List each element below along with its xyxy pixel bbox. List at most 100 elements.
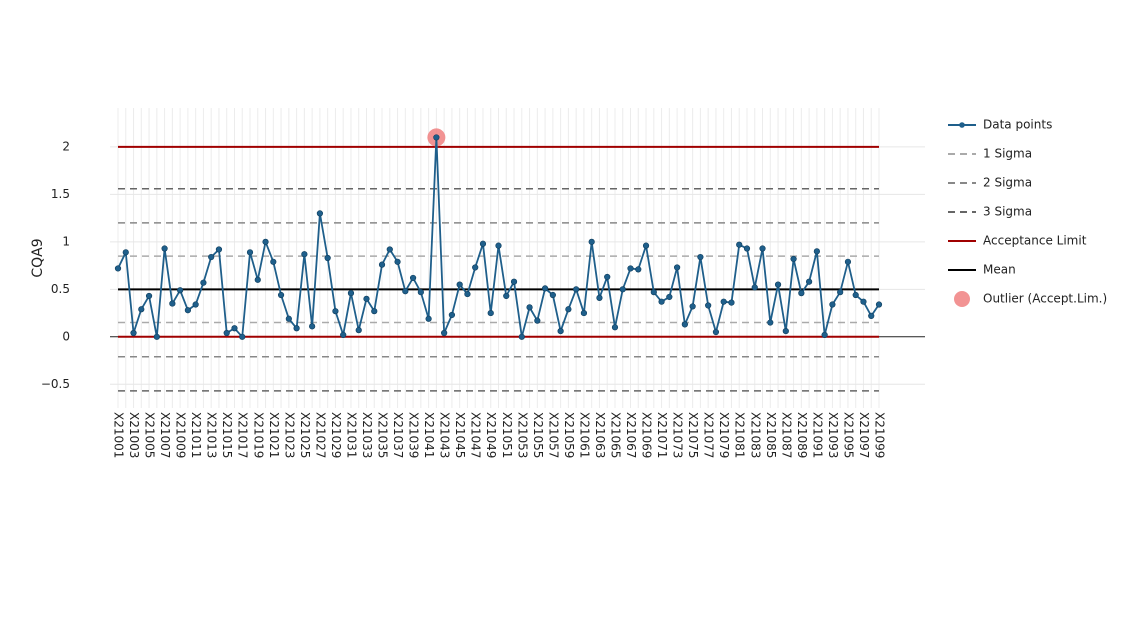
x-tick-label: X21093 <box>826 412 840 458</box>
data-point <box>611 324 619 331</box>
data-point <box>806 278 813 285</box>
data-point <box>580 309 588 317</box>
data-point <box>347 290 355 297</box>
data-point <box>448 311 456 319</box>
x-tick-label: X21029 <box>329 412 343 458</box>
x-tick-label: X21067 <box>624 412 638 458</box>
x-tick-label: X21065 <box>608 412 622 458</box>
data-point <box>860 298 867 305</box>
x-tick-label: X21053 <box>515 412 529 458</box>
legend-swatch <box>959 122 965 128</box>
data-point <box>355 327 362 334</box>
x-tick-label: X21061 <box>577 412 591 458</box>
data-point <box>239 333 246 340</box>
data-point <box>363 295 370 302</box>
x-tick-label: X21033 <box>360 412 374 458</box>
x-tick-label: X21063 <box>593 412 607 458</box>
x-tick-label: X21071 <box>655 412 669 458</box>
x-tick-label: X21007 <box>158 412 172 458</box>
x-tick-label: X21077 <box>702 412 716 458</box>
data-point <box>145 292 153 300</box>
y-tick-label: 2 <box>62 139 70 153</box>
data-point <box>541 285 549 292</box>
data-point <box>456 281 463 288</box>
x-tick-label: X21085 <box>764 412 778 458</box>
data-point <box>285 315 292 322</box>
x-tick-label: X21089 <box>795 412 809 458</box>
x-tick-label: X21055 <box>531 412 545 458</box>
data-point <box>277 291 285 299</box>
x-tick-label: X21041 <box>422 412 436 458</box>
data-point <box>262 238 269 245</box>
data-point <box>790 255 797 263</box>
data-point <box>712 328 720 336</box>
data-point <box>666 293 673 301</box>
data-point <box>417 289 424 296</box>
legend-label: Outlier (Accept.Lim.) <box>983 292 1107 306</box>
data-point <box>774 281 782 288</box>
x-tick-label: X21073 <box>671 412 685 458</box>
data-point <box>177 287 184 294</box>
legend-label: 2 Sigma <box>983 176 1032 190</box>
x-tick-label: X21005 <box>143 412 157 458</box>
legend-label: Mean <box>983 263 1016 277</box>
data-point <box>619 286 626 293</box>
y-tick-label: 0.5 <box>51 282 70 296</box>
data-point <box>658 298 665 305</box>
data-point <box>441 329 448 337</box>
data-point <box>394 258 401 265</box>
data-point <box>798 290 805 297</box>
data-point <box>153 333 160 340</box>
data-point <box>223 329 230 337</box>
data-point <box>829 301 836 308</box>
x-tick-label: X21091 <box>810 412 824 458</box>
x-tick-label: X21001 <box>112 412 126 458</box>
x-tick-label: X21059 <box>562 412 576 458</box>
data-point <box>565 306 572 313</box>
data-point <box>844 258 852 265</box>
legend-swatch <box>954 291 970 307</box>
x-tick-label: X21095 <box>841 412 855 458</box>
data-point <box>821 331 828 338</box>
data-point <box>759 245 766 252</box>
data-point <box>425 315 432 322</box>
x-tick-label: X21019 <box>251 412 265 458</box>
legend-label: Acceptance Limit <box>983 234 1087 248</box>
x-tick-label: X21025 <box>298 412 312 458</box>
y-tick-label: 0 <box>62 329 70 343</box>
legend-label: Data points <box>983 118 1052 132</box>
data-point <box>130 329 137 337</box>
data-point <box>215 246 223 253</box>
data-point <box>720 298 727 305</box>
x-tick-label: X21023 <box>282 412 296 458</box>
x-tick-label: X21099 <box>873 412 887 458</box>
data-point <box>650 289 657 296</box>
x-tick-label: X21013 <box>205 412 219 458</box>
data-point <box>736 241 743 248</box>
data-point <box>208 253 215 261</box>
x-tick-label: X21015 <box>220 412 234 458</box>
data-point <box>192 301 199 308</box>
data-point <box>627 265 634 272</box>
data-point <box>642 242 650 249</box>
data-point <box>697 253 704 261</box>
x-tick-label: X21021 <box>267 412 281 458</box>
data-point <box>875 301 883 308</box>
data-point <box>378 261 386 268</box>
data-point <box>503 292 510 300</box>
data-point <box>588 238 595 245</box>
x-tick-label: X21081 <box>733 412 747 458</box>
y-axis-label: CQA9 <box>30 238 46 277</box>
data-point <box>868 312 875 320</box>
data-point <box>301 251 308 258</box>
data-point <box>518 333 525 340</box>
data-point <box>813 248 820 255</box>
data-point <box>604 273 611 281</box>
data-point <box>681 321 688 328</box>
data-point <box>596 294 603 301</box>
data-point <box>184 307 191 314</box>
x-tick-label: X21039 <box>407 412 421 458</box>
x-tick-label: X21047 <box>469 412 483 458</box>
y-tick-label: 1 <box>62 234 70 248</box>
